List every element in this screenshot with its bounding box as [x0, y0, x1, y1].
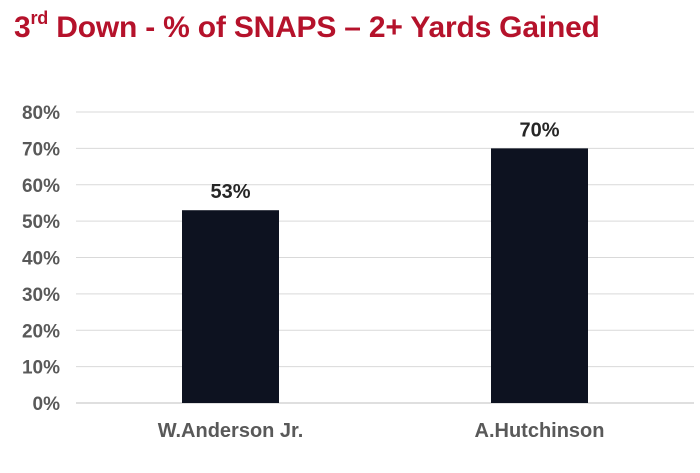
y-tick-label: 10% — [22, 358, 60, 379]
y-tick-label: 80% — [22, 103, 60, 124]
y-tick-label: 60% — [22, 176, 60, 197]
title-superscript: rd — [30, 8, 49, 28]
y-tick-label: 0% — [33, 394, 61, 415]
y-tick-label: 50% — [22, 212, 60, 233]
y-tick-label: 40% — [22, 249, 60, 270]
y-tick-label: 70% — [22, 139, 60, 160]
x-category-label: A.Hutchinson — [475, 420, 605, 442]
title-rest: Down - % of SNAPS – 2+ Yards Gained — [48, 11, 600, 44]
x-category-label: W.Anderson Jr. — [158, 420, 304, 442]
y-tick-label: 30% — [22, 285, 60, 306]
data-label: 70% — [519, 119, 559, 141]
bar — [491, 148, 588, 403]
chart-title: 3rd Down - % of SNAPS – 2+ Yards Gained — [14, 8, 600, 45]
y-tick-label: 20% — [22, 321, 60, 342]
title-prefix: 3 — [14, 11, 31, 44]
bar — [182, 210, 279, 403]
data-label: 53% — [210, 181, 250, 203]
